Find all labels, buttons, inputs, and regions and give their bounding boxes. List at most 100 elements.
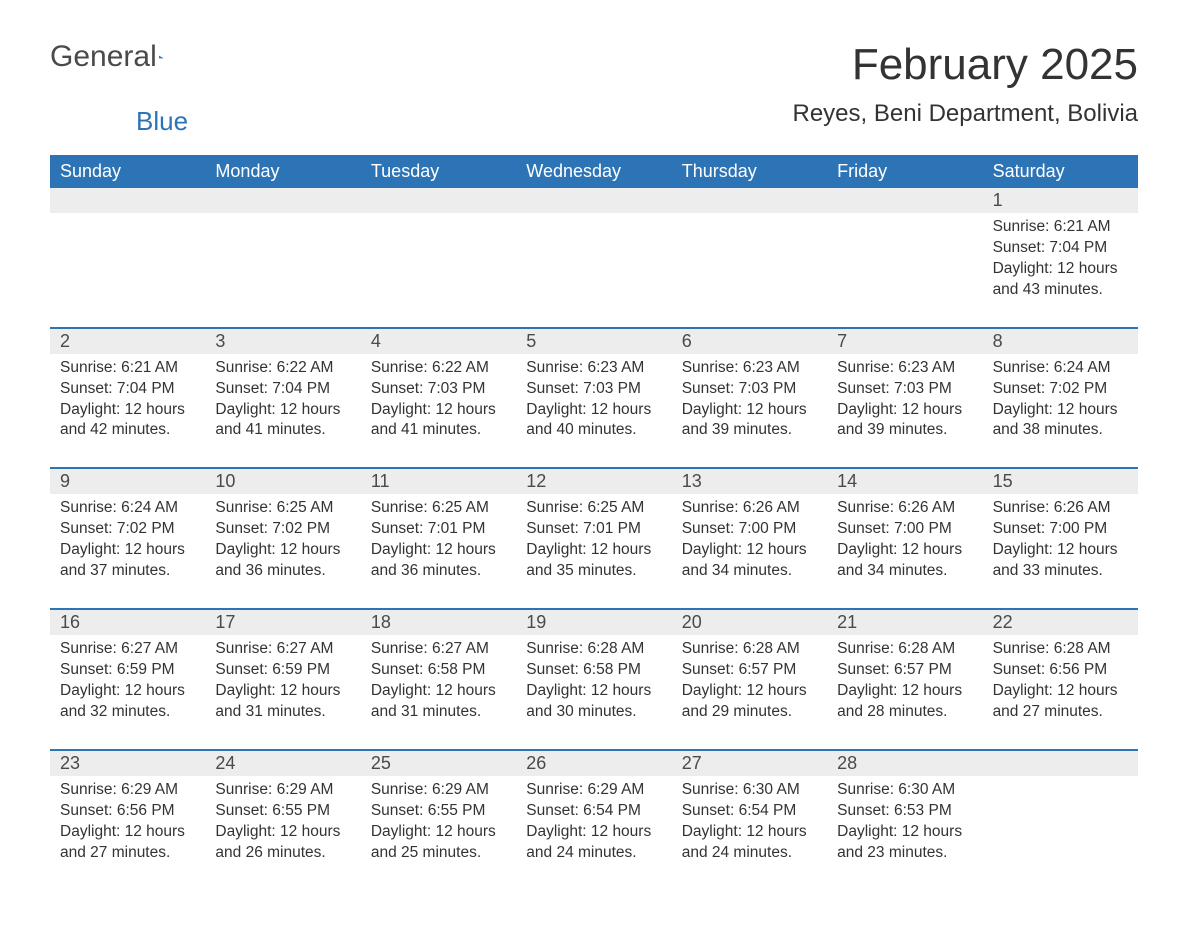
day-number [516,188,671,213]
day-cell: Sunrise: 6:30 AMSunset: 6:54 PMDaylight:… [672,776,827,890]
day-sunset: Sunset: 7:04 PM [215,379,350,400]
day-header: Tuesday [361,155,516,188]
day-number: 28 [827,751,982,776]
logo-text-1: General [50,40,157,74]
day-cell: Sunrise: 6:24 AMSunset: 7:02 PMDaylight:… [983,354,1138,468]
day-day1: Daylight: 12 hours [60,400,195,421]
day-cell: Sunrise: 6:28 AMSunset: 6:57 PMDaylight:… [672,635,827,749]
day-day2: and 32 minutes. [60,702,195,723]
day-day2: and 27 minutes. [60,843,195,864]
day-cell: Sunrise: 6:29 AMSunset: 6:56 PMDaylight:… [50,776,205,890]
day-sunrise: Sunrise: 6:25 AM [371,498,506,519]
day-sunset: Sunset: 7:03 PM [371,379,506,400]
day-day2: and 24 minutes. [682,843,817,864]
day-day2: and 34 minutes. [837,561,972,582]
day-number: 27 [672,751,827,776]
day-sunrise: Sunrise: 6:30 AM [682,780,817,801]
day-day2: and 37 minutes. [60,561,195,582]
day-number-row: 16171819202122 [50,610,1138,635]
day-sunrise: Sunrise: 6:27 AM [371,639,506,660]
day-sunset: Sunset: 7:03 PM [682,379,817,400]
day-day1: Daylight: 12 hours [993,681,1128,702]
day-number-row: 1 [50,188,1138,213]
day-day2: and 42 minutes. [60,420,195,441]
day-sunrise: Sunrise: 6:26 AM [993,498,1128,519]
day-sunrise: Sunrise: 6:23 AM [682,358,817,379]
day-cell [827,213,982,327]
day-day2: and 39 minutes. [837,420,972,441]
day-sunset: Sunset: 7:03 PM [526,379,661,400]
day-number: 22 [983,610,1138,635]
day-cell: Sunrise: 6:22 AMSunset: 7:03 PMDaylight:… [361,354,516,468]
logo-flag-icon [159,47,164,67]
day-day1: Daylight: 12 hours [371,681,506,702]
day-day1: Daylight: 12 hours [526,540,661,561]
day-sunrise: Sunrise: 6:23 AM [526,358,661,379]
day-body-row: Sunrise: 6:27 AMSunset: 6:59 PMDaylight:… [50,635,1138,749]
day-sunrise: Sunrise: 6:21 AM [60,358,195,379]
day-sunrise: Sunrise: 6:24 AM [993,358,1128,379]
day-cell: Sunrise: 6:25 AMSunset: 7:01 PMDaylight:… [361,494,516,608]
day-day2: and 23 minutes. [837,843,972,864]
day-number [672,188,827,213]
day-number: 14 [827,469,982,494]
day-cell [516,213,671,327]
day-day2: and 25 minutes. [371,843,506,864]
day-sunrise: Sunrise: 6:24 AM [60,498,195,519]
day-cell: Sunrise: 6:28 AMSunset: 6:58 PMDaylight:… [516,635,671,749]
day-day2: and 40 minutes. [526,420,661,441]
title-block: February 2025 Reyes, Beni Department, Bo… [793,40,1139,128]
day-number: 3 [205,329,360,354]
day-day1: Daylight: 12 hours [837,681,972,702]
day-day1: Daylight: 12 hours [837,400,972,421]
day-cell: Sunrise: 6:23 AMSunset: 7:03 PMDaylight:… [827,354,982,468]
day-sunset: Sunset: 7:02 PM [60,519,195,540]
day-number: 24 [205,751,360,776]
day-day2: and 31 minutes. [215,702,350,723]
day-sunrise: Sunrise: 6:28 AM [837,639,972,660]
day-body-row: Sunrise: 6:21 AMSunset: 7:04 PMDaylight:… [50,213,1138,327]
day-number: 23 [50,751,205,776]
day-day1: Daylight: 12 hours [682,400,817,421]
day-number: 7 [827,329,982,354]
day-number: 9 [50,469,205,494]
day-day2: and 35 minutes. [526,561,661,582]
day-cell [205,213,360,327]
day-day1: Daylight: 12 hours [837,822,972,843]
day-day2: and 36 minutes. [371,561,506,582]
day-header: Saturday [983,155,1138,188]
day-cell: Sunrise: 6:26 AMSunset: 7:00 PMDaylight:… [983,494,1138,608]
day-number-row: 9101112131415 [50,469,1138,494]
day-cell: Sunrise: 6:29 AMSunset: 6:55 PMDaylight:… [361,776,516,890]
day-number: 6 [672,329,827,354]
day-day1: Daylight: 12 hours [993,400,1128,421]
day-sunset: Sunset: 7:04 PM [993,238,1128,259]
day-day2: and 24 minutes. [526,843,661,864]
day-number [361,188,516,213]
day-sunrise: Sunrise: 6:25 AM [526,498,661,519]
day-sunset: Sunset: 6:55 PM [215,801,350,822]
day-number: 10 [205,469,360,494]
day-day1: Daylight: 12 hours [837,540,972,561]
day-number: 2 [50,329,205,354]
day-day2: and 38 minutes. [993,420,1128,441]
day-sunrise: Sunrise: 6:26 AM [682,498,817,519]
logo: General [50,40,187,74]
day-day1: Daylight: 12 hours [60,822,195,843]
day-number [50,188,205,213]
day-header: Thursday [672,155,827,188]
day-sunrise: Sunrise: 6:27 AM [60,639,195,660]
day-sunset: Sunset: 7:02 PM [215,519,350,540]
day-number: 13 [672,469,827,494]
day-cell: Sunrise: 6:26 AMSunset: 7:00 PMDaylight:… [672,494,827,608]
day-day2: and 31 minutes. [371,702,506,723]
day-sunset: Sunset: 6:57 PM [837,660,972,681]
day-sunrise: Sunrise: 6:21 AM [993,217,1128,238]
day-sunset: Sunset: 6:54 PM [682,801,817,822]
calendar: SundayMondayTuesdayWednesdayThursdayFrid… [50,155,1138,889]
day-cell: Sunrise: 6:29 AMSunset: 6:54 PMDaylight:… [516,776,671,890]
day-sunrise: Sunrise: 6:28 AM [682,639,817,660]
day-day2: and 36 minutes. [215,561,350,582]
day-sunset: Sunset: 6:59 PM [60,660,195,681]
day-sunrise: Sunrise: 6:22 AM [215,358,350,379]
